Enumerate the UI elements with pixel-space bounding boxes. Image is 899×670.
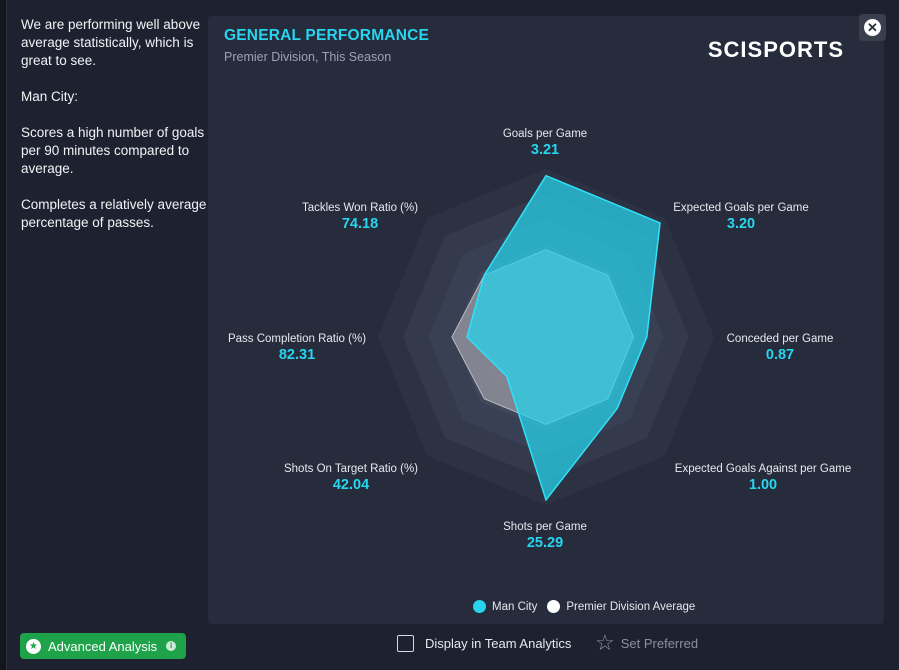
- brand-logo: SCISPORTS: [707, 37, 844, 62]
- advanced-analysis-label: Advanced Analysis: [48, 638, 158, 654]
- panel-title: GENERAL PERFORMANCE: [224, 27, 430, 44]
- metric-value: 3.21: [530, 142, 560, 158]
- info-icon[interactable]: i: [166, 641, 177, 651]
- insight-line: Man City:: [21, 89, 79, 104]
- metric-value: 25.29: [526, 535, 564, 551]
- set-preferred-label: Set Preferred: [620, 635, 699, 651]
- metric-xga-per-game: Expected Goals Against per Game 1.00: [675, 462, 851, 494]
- metric-label: Pass Completion Ratio (%): [227, 333, 367, 345]
- metric-pass-completion-ratio: Pass Completion Ratio (%) 82.31: [228, 332, 366, 364]
- radar-chart: [378, 169, 714, 505]
- insight-line: Scores a high number of goals per 90 min…: [21, 125, 205, 176]
- legend-item-man-city: Man City: [473, 600, 537, 613]
- metric-label: Expected Goals per Game: [673, 202, 809, 214]
- close-icon: ✕: [864, 19, 881, 36]
- checkbox-box[interactable]: [397, 635, 414, 652]
- metric-label: Shots per Game: [503, 521, 587, 533]
- metric-label: Expected Goals Against per Game: [674, 463, 852, 475]
- star-icon: ★: [26, 638, 41, 654]
- legend-item-average: Premier Division Average: [547, 600, 695, 613]
- legend-swatch-man-city: [473, 600, 486, 613]
- checkbox-label: Display in Team Analytics: [425, 636, 572, 651]
- metric-value: 0.87: [765, 347, 795, 363]
- panel-subtitle: Premier Division, This Season: [224, 50, 392, 64]
- insight-text: We are performing well above average sta…: [21, 16, 209, 250]
- insight-line: Completes a relatively average percentag…: [21, 197, 207, 230]
- metric-conceded-per-game: Conceded per Game 0.87: [727, 332, 834, 364]
- legend-swatch-average: [547, 600, 561, 613]
- display-in-team-analytics-checkbox[interactable]: Display in Team Analytics: [397, 635, 571, 652]
- legend-label: Premier Division Average: [566, 600, 696, 613]
- series-man-city-area: [466, 174, 661, 502]
- metric-value: 1.00: [748, 477, 778, 493]
- metric-label: Conceded per Game: [726, 333, 834, 345]
- metric-label: Tackles Won Ratio (%): [301, 202, 419, 214]
- chart-legend: Man City Premier Division Average: [473, 600, 705, 613]
- advanced-analysis-button[interactable]: ★ Advanced Analysis i: [20, 633, 186, 659]
- metric-label: Shots On Target Ratio (%): [283, 463, 419, 475]
- insight-line: We are performing well above average sta…: [21, 17, 201, 68]
- legend-label: Man City: [492, 600, 538, 613]
- performance-panel: GENERAL PERFORMANCE Premier Division, Th…: [208, 16, 884, 624]
- metric-xg-per-game: Expected Goals per Game 3.20: [673, 201, 809, 233]
- metric-value: 82.31: [278, 347, 316, 363]
- star-outline-icon: ☆: [595, 630, 615, 655]
- metric-value: 74.18: [341, 216, 379, 232]
- metric-goals-per-game: Goals per Game 3.21: [503, 127, 587, 159]
- metric-value: 3.20: [726, 216, 756, 232]
- metric-value: 42.04: [332, 477, 370, 493]
- metric-tackles-won-ratio: Tackles Won Ratio (%) 74.18: [302, 201, 418, 233]
- set-preferred-button[interactable]: ☆ Set Preferred: [595, 632, 698, 654]
- metric-label: Goals per Game: [502, 128, 588, 140]
- metric-shots-on-target-ratio: Shots On Target Ratio (%) 42.04: [284, 462, 418, 494]
- close-button[interactable]: ✕: [859, 14, 886, 41]
- metric-shots-per-game: Shots per Game 25.29: [503, 520, 587, 552]
